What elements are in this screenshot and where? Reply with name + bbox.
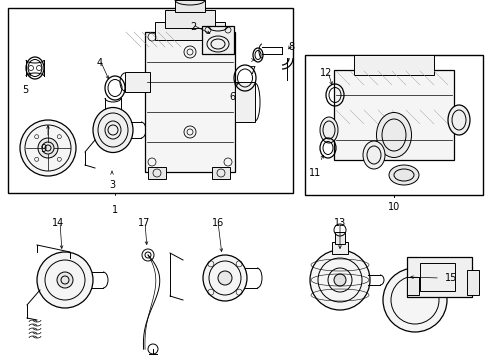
Text: 8: 8 <box>288 42 294 52</box>
Ellipse shape <box>203 255 247 301</box>
Text: 11: 11 <box>309 168 321 178</box>
Bar <box>332 242 348 254</box>
Circle shape <box>37 252 93 308</box>
Ellipse shape <box>93 108 133 153</box>
Bar <box>125 72 150 92</box>
Ellipse shape <box>448 105 470 135</box>
Text: 15: 15 <box>445 273 457 283</box>
Bar <box>145 32 235 172</box>
Circle shape <box>334 274 346 286</box>
Bar <box>407 257 472 297</box>
Circle shape <box>20 120 76 176</box>
Ellipse shape <box>376 112 412 158</box>
Bar <box>148 167 166 179</box>
Text: 16: 16 <box>212 218 224 228</box>
Circle shape <box>57 272 73 288</box>
Text: 13: 13 <box>334 218 346 228</box>
Text: 7: 7 <box>249 66 255 76</box>
Bar <box>420 263 455 291</box>
Ellipse shape <box>363 141 385 169</box>
Text: 2: 2 <box>190 22 196 32</box>
Text: 14: 14 <box>52 218 64 228</box>
Text: 6: 6 <box>229 92 235 102</box>
Bar <box>175 0 205 12</box>
Text: 17: 17 <box>138 218 150 228</box>
Ellipse shape <box>389 165 419 185</box>
Text: 10: 10 <box>388 202 400 212</box>
Bar <box>165 10 215 28</box>
Bar <box>212 167 230 179</box>
Bar <box>467 270 479 295</box>
Ellipse shape <box>320 117 338 143</box>
Text: 4: 4 <box>97 58 103 68</box>
Bar <box>155 22 225 40</box>
Bar <box>407 277 419 295</box>
Ellipse shape <box>218 271 232 285</box>
Text: 3: 3 <box>109 180 115 190</box>
Circle shape <box>310 250 370 310</box>
Text: 5: 5 <box>22 85 28 95</box>
Circle shape <box>383 268 447 332</box>
Bar <box>235 82 255 122</box>
Bar <box>8 8 293 193</box>
Text: 1: 1 <box>112 205 118 215</box>
Bar <box>335 232 345 244</box>
Bar <box>354 55 434 75</box>
Circle shape <box>38 138 58 158</box>
Bar <box>202 26 234 54</box>
Text: 9: 9 <box>40 144 46 154</box>
Bar <box>334 70 454 160</box>
Text: 12: 12 <box>320 68 332 78</box>
Bar <box>305 55 483 195</box>
